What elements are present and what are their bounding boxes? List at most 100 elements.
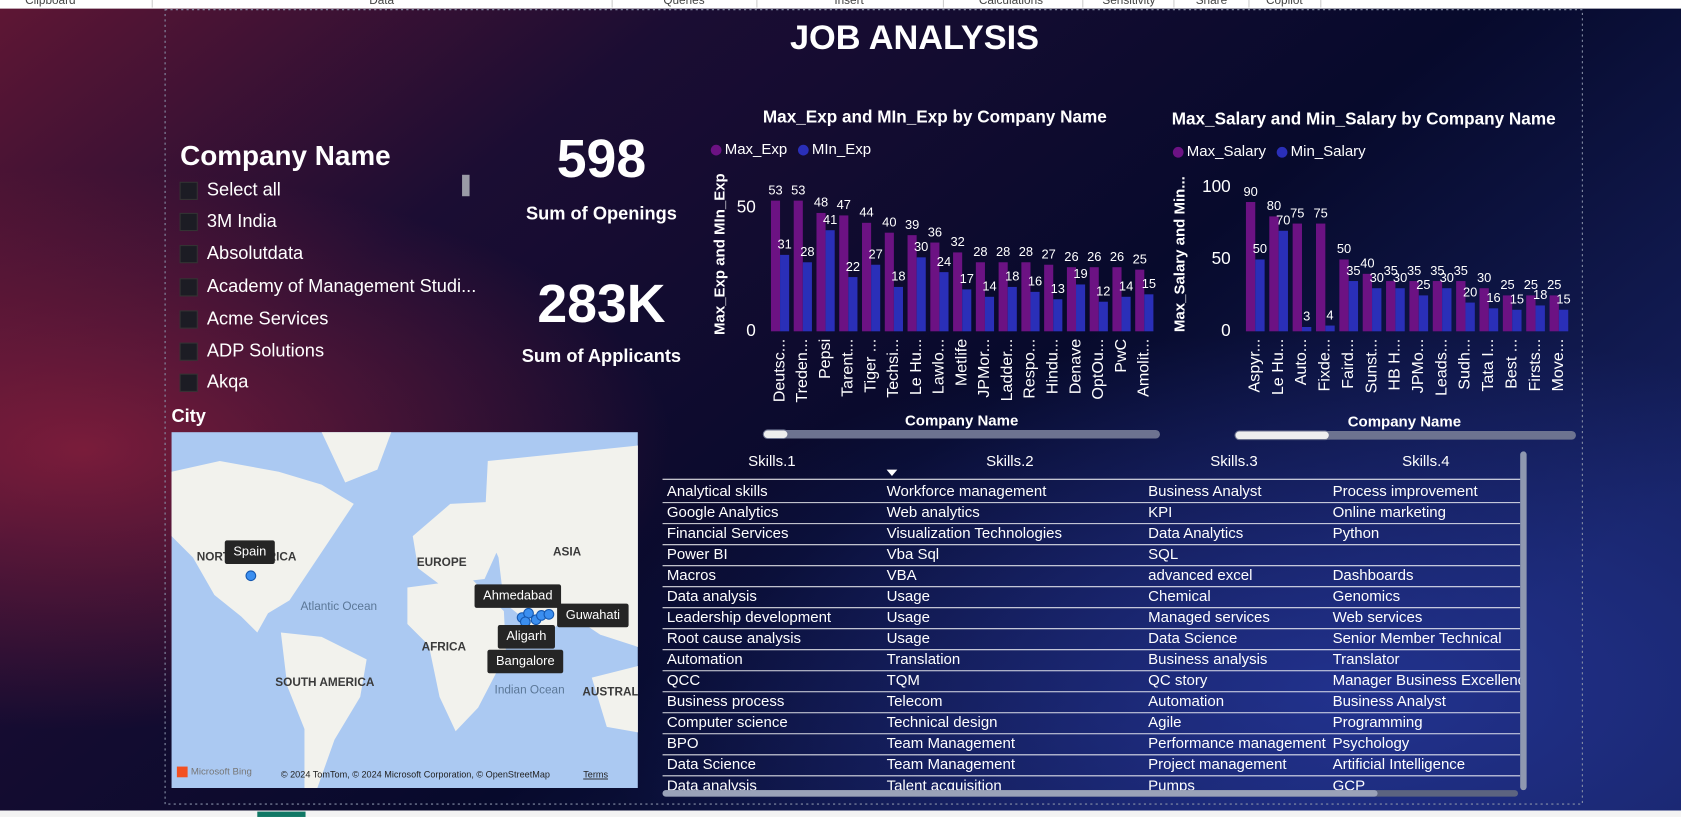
- data-label: 35: [1454, 263, 1468, 278]
- table-cell: VBA: [887, 567, 917, 584]
- x-tick-label: Respo...: [1021, 339, 1039, 399]
- table-cell: Automation: [1148, 693, 1224, 710]
- bar: [916, 257, 926, 332]
- table-cell: Macros: [667, 567, 716, 584]
- table-hscroll-thumb[interactable]: [662, 790, 1378, 797]
- slicer-item[interactable]: Akqa: [207, 372, 249, 392]
- slicer-checkbox[interactable]: [179, 373, 198, 392]
- map-tooltip: [497, 625, 555, 649]
- table-cell: Visualization Technologies: [887, 525, 1062, 542]
- slicer-item[interactable]: Absolutdata: [207, 243, 304, 263]
- slicer-item[interactable]: Acme Services: [207, 308, 329, 328]
- data-label: 28: [800, 244, 814, 259]
- slicer-item[interactable]: ADP Solutions: [207, 340, 324, 360]
- data-label: 18: [1005, 269, 1019, 284]
- x-tick-label: Firsts...: [1526, 339, 1544, 392]
- y-tick-label: 0: [1221, 320, 1231, 340]
- bar: [825, 230, 835, 332]
- slicer-scrollbar[interactable]: [462, 174, 470, 197]
- kpi-value: 283K: [537, 274, 665, 334]
- map-tooltip-label: Guwahati: [566, 607, 620, 622]
- scrollbar-thumb[interactable]: [1234, 430, 1330, 441]
- scrollbar-thumb[interactable]: [762, 429, 789, 440]
- slicer-item[interactable]: Select all: [207, 180, 281, 200]
- table-cell: Data analysis: [667, 588, 757, 605]
- map-terms[interactable]: Terms: [583, 770, 608, 780]
- data-label: 30: [914, 239, 928, 254]
- map-tooltip: [224, 540, 275, 564]
- table-cell: KPI: [1148, 504, 1172, 521]
- status-bar: [0, 810, 1681, 817]
- table-cell: Team Management: [887, 735, 1016, 752]
- bar: [1409, 281, 1419, 332]
- bar: [1098, 301, 1108, 332]
- bar: [1512, 309, 1522, 332]
- table-header[interactable]: Skills.4: [1402, 453, 1450, 470]
- page-tab[interactable]: [257, 811, 306, 817]
- slicer-checkbox[interactable]: [179, 181, 198, 200]
- data-label: 26: [1064, 249, 1078, 264]
- map[interactable]: NORTH AMERICAEUROPEASIAAtlantic OceanAFR…: [171, 432, 651, 789]
- x-tick-label: Tarent...: [839, 339, 857, 397]
- ribbon-group-label: Sensitivity: [1102, 0, 1155, 7]
- bar: [1269, 216, 1279, 332]
- x-tick-label: Tata I...: [1479, 339, 1497, 392]
- slicer-checkbox[interactable]: [179, 278, 198, 297]
- x-tick-label: HB H...: [1386, 339, 1404, 391]
- bar: [839, 215, 849, 332]
- y-axis-label: Max_Exp and MIn_Exp: [711, 173, 728, 335]
- map-region-label: Atlantic Ocean: [300, 600, 377, 613]
- bar: [871, 264, 881, 332]
- data-label: 28: [973, 244, 987, 259]
- table-cell: BPO: [667, 735, 699, 752]
- data-label: 39: [905, 217, 919, 232]
- scrollbar-track[interactable]: [763, 429, 1160, 439]
- ribbon-group-label: Insert: [834, 0, 864, 7]
- ribbon: [0, 0, 1681, 9]
- map-tooltip: [474, 584, 562, 608]
- slicer-checkbox[interactable]: [179, 245, 198, 264]
- map-point[interactable]: [543, 608, 555, 620]
- map-tooltip-label: Ahmedabad: [483, 588, 552, 603]
- data-label: 47: [837, 197, 851, 212]
- data-label: 50: [1337, 241, 1351, 256]
- data-label: 27: [1042, 246, 1056, 261]
- x-tick-label: Pepsi: [816, 339, 834, 379]
- table-cell: Vba Sql: [887, 546, 940, 563]
- bar: [1315, 223, 1326, 332]
- data-label: 80: [1267, 198, 1281, 213]
- sort-indicator[interactable]: [886, 469, 898, 477]
- map-region-label: SOUTH AMERICA: [275, 676, 375, 689]
- data-label: 25: [1500, 277, 1514, 292]
- table-header[interactable]: Skills.3: [1210, 453, 1258, 470]
- table-cell: QCC: [667, 672, 701, 689]
- table-body: Analytical skills Workforce management Bus…: [662, 483, 1521, 790]
- bar: [816, 212, 826, 332]
- bar: [1372, 288, 1382, 332]
- slicer-checkbox[interactable]: [179, 310, 198, 329]
- map-point[interactable]: [245, 570, 257, 582]
- data-label: 13: [1051, 281, 1065, 296]
- table-header[interactable]: Skills.1: [748, 453, 796, 470]
- bar: [1144, 294, 1154, 332]
- slicer-checkbox[interactable]: [179, 212, 198, 232]
- table-header[interactable]: Skills.2: [986, 453, 1034, 470]
- x-axis-label: Company Name: [1348, 413, 1461, 430]
- bar: [1135, 269, 1145, 332]
- kpi-value: 598: [557, 129, 646, 189]
- x-tick-label: Techsi...: [884, 339, 902, 398]
- map-tooltip: [557, 603, 629, 628]
- slicer-item[interactable]: Academy of Management Studi...: [207, 276, 476, 296]
- table-vscroll[interactable]: [1520, 451, 1527, 791]
- x-tick-label: JPMo...: [1409, 339, 1427, 394]
- data-label: 16: [1028, 274, 1042, 289]
- slicer-item[interactable]: 3M India: [207, 211, 278, 231]
- legend-label: Min_Salary: [1291, 143, 1367, 160]
- data-label: 25: [1416, 277, 1430, 292]
- slicer-checkbox[interactable]: [179, 342, 198, 361]
- data-label: 44: [859, 205, 873, 220]
- y-tick-label: 0: [746, 320, 756, 340]
- data-label: 40: [1360, 256, 1374, 271]
- table-cell: TQM: [887, 672, 920, 689]
- x-axis-label: Company Name: [905, 412, 1018, 429]
